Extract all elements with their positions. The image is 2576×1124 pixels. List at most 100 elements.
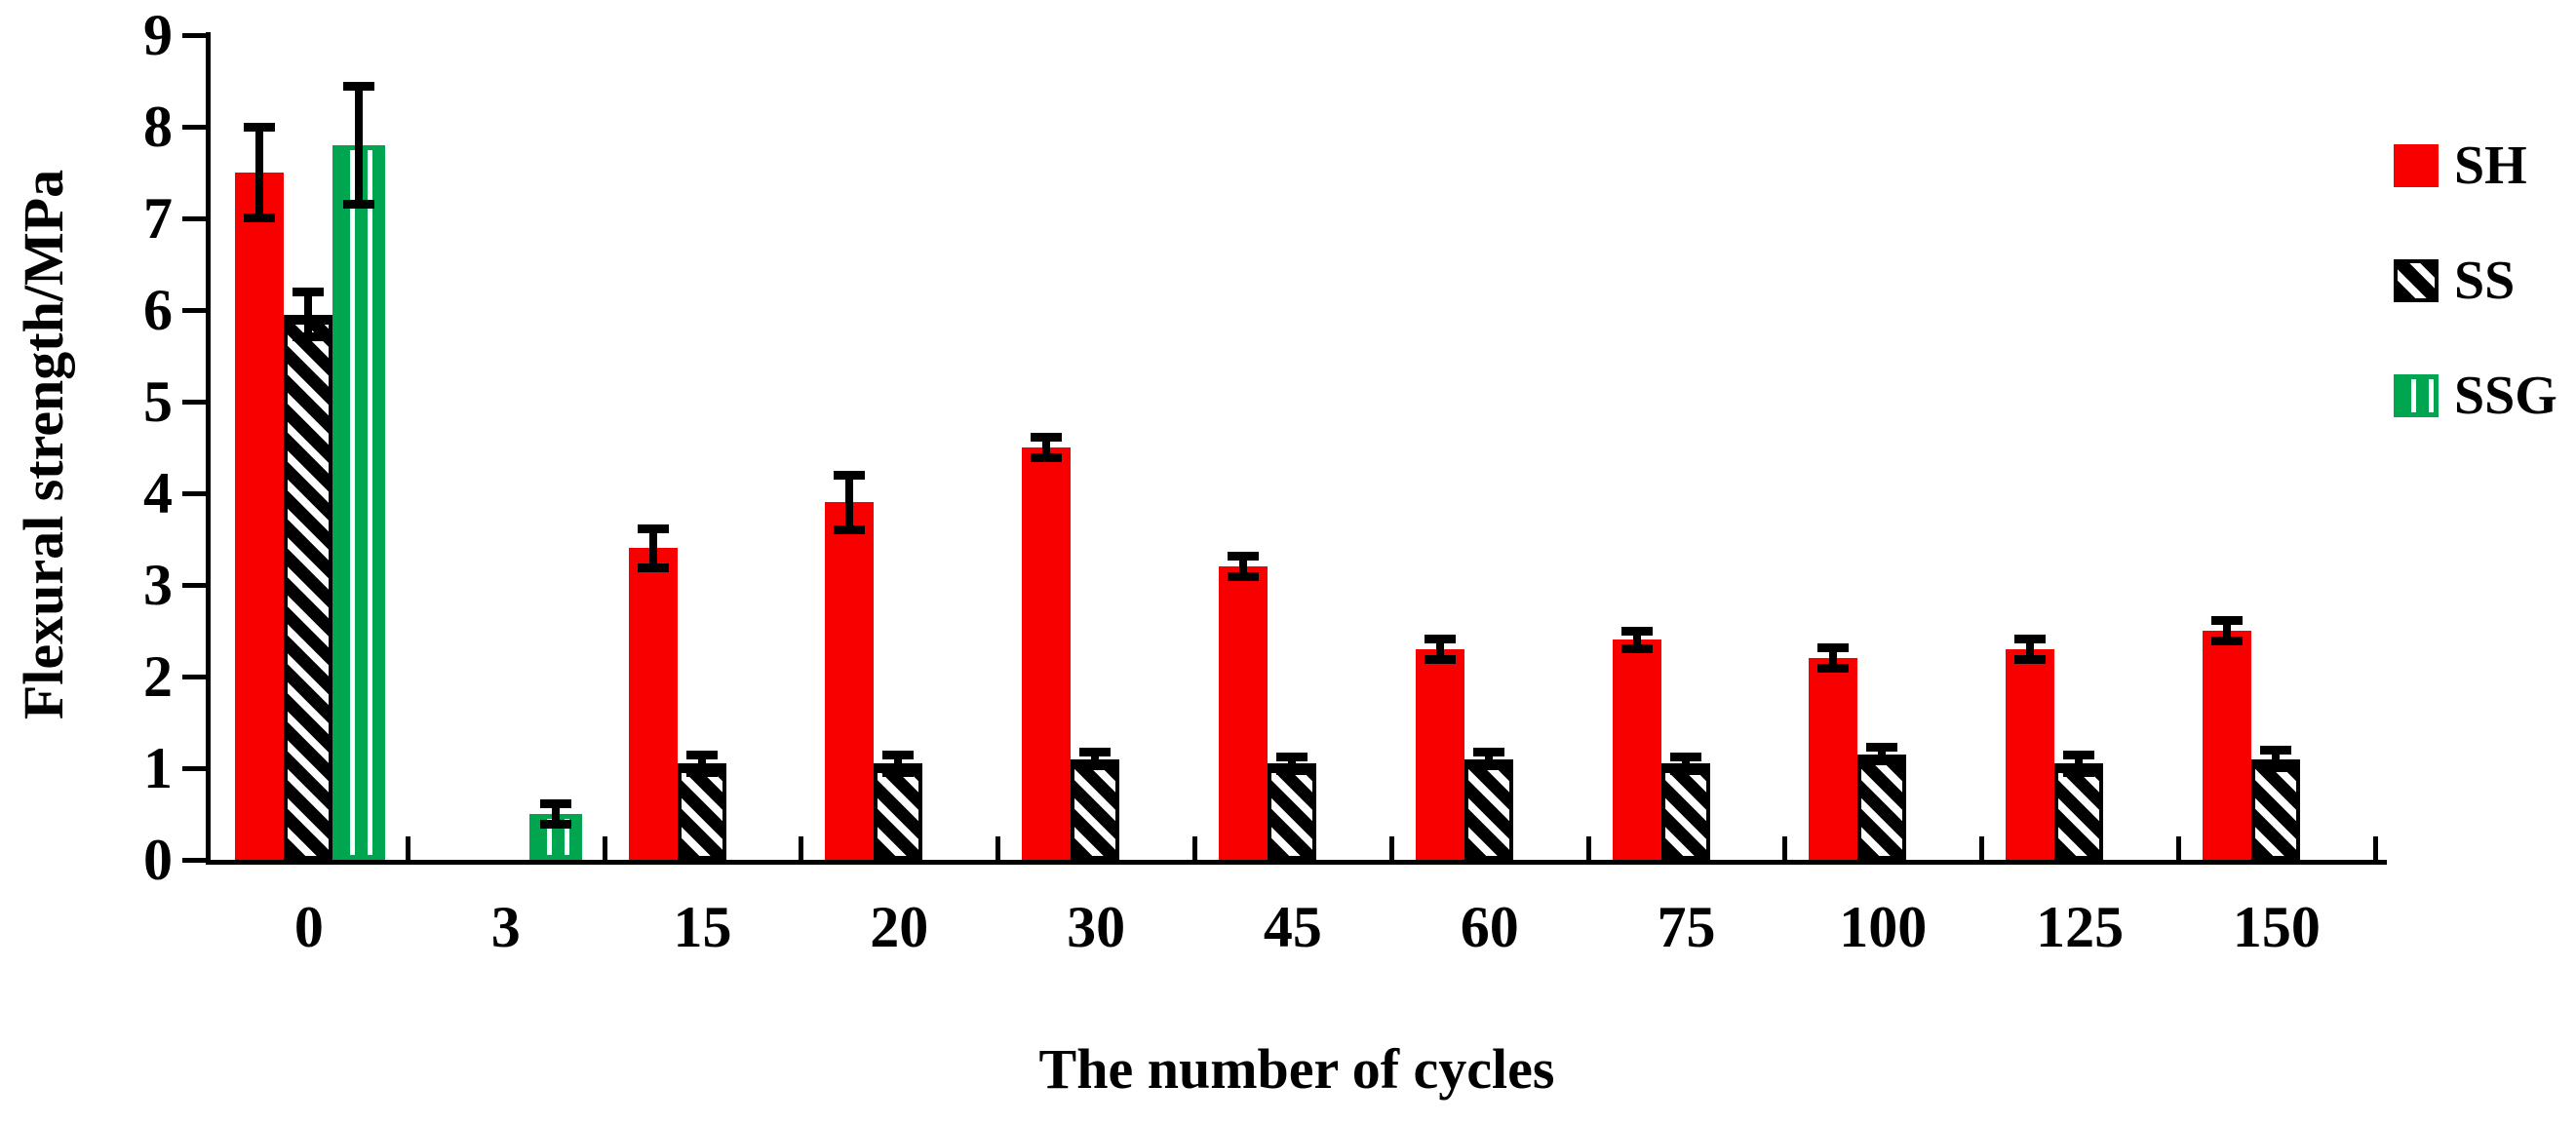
error-bar-line-sh-45 <box>1238 555 1247 578</box>
y-tick-label-1: 1 <box>143 736 173 800</box>
error-bar-cap-bottom-sh-0 <box>243 213 275 222</box>
bar-sh-15 <box>628 548 678 860</box>
error-bar-line-sh-15 <box>648 527 657 569</box>
error-bar-cap-top-ss-100 <box>1866 743 1898 753</box>
error-bar-cap-top-ss-45 <box>1275 752 1308 761</box>
legend-swatch-ss <box>2394 259 2439 302</box>
x-category-label-100: 100 <box>1839 895 1928 959</box>
y-tick-label-8: 8 <box>143 95 173 159</box>
bar-ss-60 <box>1464 758 1513 860</box>
bar-sh-20 <box>825 502 875 860</box>
x-category-label-75: 75 <box>1657 895 1716 959</box>
error-bar-cap-bottom-ss-15 <box>685 767 718 777</box>
error-bar-cap-top-ss-60 <box>1472 748 1504 757</box>
y-tick-8 <box>182 125 206 130</box>
error-bar-line-ss-150 <box>2271 750 2280 768</box>
legend-item-sh: SH <box>2394 138 2557 193</box>
x-tick-7 <box>1585 836 1591 860</box>
error-bar-cap-bottom-ssg-3 <box>539 820 571 830</box>
x-category-label-60: 60 <box>1460 895 1519 959</box>
x-category-label-20: 20 <box>870 895 929 959</box>
y-tick-5 <box>182 400 206 405</box>
error-bar-cap-top-ssg-0 <box>342 81 374 91</box>
error-bar-cap-bottom-sh-100 <box>1817 664 1850 674</box>
error-bar-cap-bottom-ss-45 <box>1275 765 1308 775</box>
y-tick-label-5: 5 <box>143 369 173 434</box>
error-bar-line-ss-60 <box>1484 752 1493 767</box>
error-bar-cap-top-sh-15 <box>637 523 669 533</box>
x-tick-4 <box>995 836 1001 860</box>
legend-label-ssg: SSG <box>2454 366 2557 426</box>
error-bar-line-sh-100 <box>1829 646 1838 670</box>
x-axis-line <box>206 860 2387 865</box>
y-tick-7 <box>182 216 206 221</box>
error-bar-cap-bottom-sh-15 <box>637 563 669 573</box>
error-bar-cap-top-sh-150 <box>2210 615 2243 625</box>
error-bar-line-ss-0 <box>303 291 312 338</box>
y-axis-title: Flexural strength/MPa <box>12 169 75 720</box>
y-tick-label-0: 0 <box>143 828 173 892</box>
error-bar-cap-bottom-ss-125 <box>2063 767 2095 777</box>
error-bar-line-sh-75 <box>1632 631 1641 649</box>
bar-ss-125 <box>2054 763 2104 860</box>
x-tick-2 <box>602 836 607 860</box>
bar-ss-100 <box>1857 754 1907 860</box>
legend-item-ss: SS <box>2394 251 2557 311</box>
error-bar-line-sh-30 <box>1042 436 1051 459</box>
bar-ss-150 <box>2250 758 2300 860</box>
error-bar-line-ss-125 <box>2075 754 2084 773</box>
x-category-label-30: 30 <box>1067 895 1126 959</box>
error-bar-line-ssg-3 <box>551 802 560 826</box>
legend-swatch-ssg <box>2394 374 2439 417</box>
bar-sh-30 <box>1022 447 1072 860</box>
error-bar-cap-bottom-ss-60 <box>1472 761 1504 771</box>
bar-ss-0 <box>283 314 332 860</box>
y-tick-label-3: 3 <box>143 553 173 617</box>
error-bar-cap-bottom-sh-75 <box>1620 643 1653 653</box>
error-bar-cap-top-sh-20 <box>834 471 866 481</box>
y-tick-4 <box>182 491 206 496</box>
bar-ss-15 <box>677 763 726 860</box>
bar-sh-45 <box>1218 566 1268 860</box>
x-category-label-0: 0 <box>293 895 324 959</box>
error-bar-cap-bottom-ss-30 <box>1079 761 1112 771</box>
error-bar-line-ss-45 <box>1287 756 1296 771</box>
y-tick-label-7: 7 <box>143 186 173 251</box>
legend-label-ss: SS <box>2454 251 2516 311</box>
error-bar-cap-bottom-ss-75 <box>1669 765 1701 775</box>
error-bar-cap-top-ss-30 <box>1079 748 1112 757</box>
y-tick-label-2: 2 <box>143 644 173 709</box>
error-bar-cap-top-ss-150 <box>2259 746 2291 756</box>
error-bar-cap-top-ss-20 <box>882 750 915 759</box>
x-category-label-150: 150 <box>2232 895 2321 959</box>
legend-item-ssg: SSG <box>2394 366 2557 426</box>
y-tick-6 <box>182 308 206 313</box>
bar-sh-125 <box>2006 648 2055 860</box>
error-bar-line-ss-75 <box>1681 756 1690 771</box>
legend: SH SS SSG <box>2394 138 2557 426</box>
error-bar-cap-top-sh-0 <box>243 123 275 132</box>
error-bar-cap-top-sh-60 <box>1424 634 1456 643</box>
bar-sh-100 <box>1809 658 1858 860</box>
y-tick-0 <box>182 858 206 863</box>
bar-ssg-0 <box>332 144 385 860</box>
error-bar-cap-top-ss-125 <box>2063 750 2095 759</box>
error-bar-cap-bottom-sh-60 <box>1424 655 1456 665</box>
bar-sh-75 <box>1612 640 1661 860</box>
legend-swatch-sh <box>2394 144 2439 187</box>
x-category-label-45: 45 <box>1263 895 1322 959</box>
error-bar-cap-bottom-sh-45 <box>1227 572 1259 582</box>
x-axis-title: The number of cycles <box>1038 1037 1555 1101</box>
x-tick-5 <box>1192 836 1197 860</box>
error-bar-cap-top-sh-125 <box>2014 634 2047 643</box>
y-tick-2 <box>182 675 206 679</box>
error-bar-cap-top-ssg-3 <box>539 798 571 808</box>
x-tick-3 <box>799 836 804 860</box>
error-bar-cap-bottom-sh-20 <box>834 524 866 534</box>
y-tick-1 <box>182 766 206 771</box>
bar-sh-60 <box>1415 648 1464 860</box>
error-bar-line-sh-20 <box>845 475 854 530</box>
error-bar-cap-top-sh-45 <box>1227 551 1259 561</box>
